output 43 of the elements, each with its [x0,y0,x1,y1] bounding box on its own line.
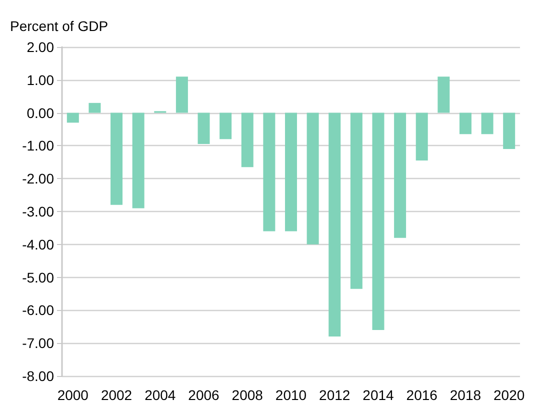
y-tick-label: 0.00 [26,104,54,121]
x-tick-label: 2008 [232,387,264,403]
x-tick-label: 2000 [57,387,89,403]
bar [306,112,319,244]
bar [66,112,79,123]
bar [198,112,210,144]
bar [241,112,254,168]
bar [88,102,101,113]
bar [328,112,341,337]
bar [350,112,362,289]
bar [176,76,188,113]
bar [394,112,406,238]
bar [132,112,144,208]
x-tick-label: 2018 [450,387,482,403]
y-tick-label: -7.00 [22,335,54,352]
bar [220,112,232,140]
y-tick-label: -5.00 [22,269,54,286]
bar [438,76,450,113]
bar [263,112,276,232]
bar [459,112,472,134]
x-tick-label: 2006 [188,387,220,403]
bar [110,112,123,205]
bar [372,112,384,330]
bar [503,112,516,149]
y-tick-label: -6.00 [22,302,54,318]
y-tick-label: -8.00 [22,368,54,384]
y-tick-label: 1.00 [26,72,54,88]
x-tick-label: 2016 [406,387,438,403]
y-axis-title: Percent of GDP [10,18,108,34]
bar [416,112,428,161]
y-tick-label: -1.00 [22,138,54,154]
y-tick-label: -2.00 [22,170,54,187]
bar [481,112,494,134]
y-tick-label: -4.00 [22,236,54,252]
x-tick-label: 2014 [362,387,394,403]
x-tick-label: 2020 [494,387,525,403]
x-tick-label: 2010 [275,387,307,403]
x-tick-label: 2004 [144,387,176,403]
y-tick-label: -3.00 [22,204,54,220]
bar [285,112,297,232]
y-tick-label: 2.00 [26,39,54,55]
x-tick-label: 2002 [100,387,132,403]
x-tick-label: 2012 [319,387,350,403]
